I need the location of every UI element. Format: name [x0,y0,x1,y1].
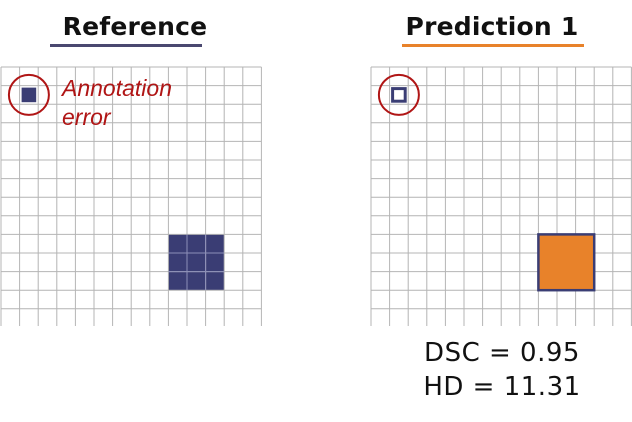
small-prediction-square [391,87,407,103]
annotation-error-label: Annotation error [62,74,222,132]
reference-title-underline [50,44,202,47]
reference-title: Reference [62,12,208,41]
hd-metric: HD = 11.31 [423,372,581,402]
segmentation-block [168,234,225,291]
reference-grid [0,66,262,326]
error-circle [7,73,50,116]
small-annotation-square [21,87,37,103]
error-circle [377,73,420,116]
segmentation-block-edge [537,233,596,292]
prediction-title-underline [402,44,584,47]
dsc-metric: DSC = 0.95 [424,338,580,368]
segmentation-block-fill [538,234,595,291]
prediction-title: Prediction 1 [405,12,579,41]
annotation-label-line-2: error [62,104,111,130]
prediction-grid [370,66,632,326]
annotation-label-line-1: Annotation [62,75,172,101]
